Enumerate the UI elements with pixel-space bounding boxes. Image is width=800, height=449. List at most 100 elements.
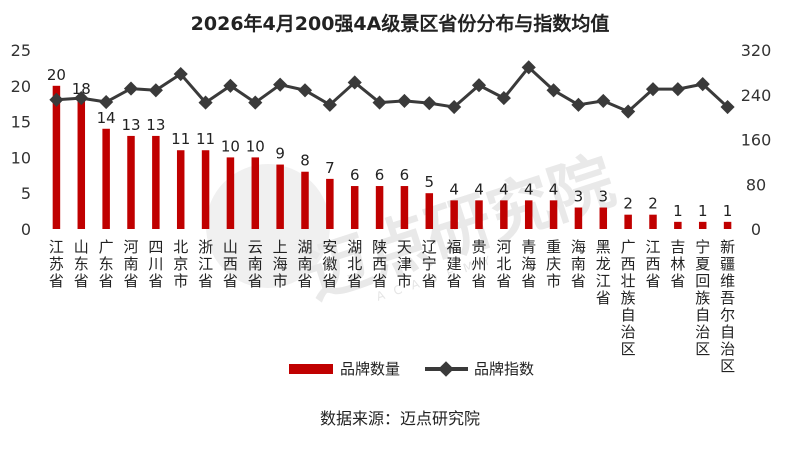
bar (326, 178, 334, 229)
bar (176, 150, 185, 229)
bar-value-label: 13 (146, 116, 165, 134)
category-label: 天津市 (397, 238, 412, 290)
category-label: 吉林省 (670, 238, 685, 290)
bar (450, 200, 458, 229)
bar-value-label: 5 (425, 173, 435, 191)
line-point (496, 91, 511, 106)
category-label: 新疆维吾尔自治区 (720, 238, 735, 375)
line-point (645, 82, 661, 97)
line-point (447, 99, 462, 115)
line-point (546, 83, 561, 98)
bar-value-label: 4 (474, 180, 484, 198)
category-label: 广东省 (99, 238, 114, 290)
left-axis-tick-label: 15 (11, 113, 31, 132)
bar (102, 128, 110, 229)
bar-value-label: 2 (623, 195, 633, 213)
category-label: 贵州省 (471, 238, 486, 290)
legend: 品牌数量 品牌指数 (289, 360, 534, 378)
left-axis-tick-label: 0 (21, 220, 31, 239)
bar (350, 186, 359, 229)
legend-swatch-marker (438, 361, 454, 377)
category-label: 青海省 (521, 238, 536, 290)
bar-value-label: 20 (47, 66, 66, 84)
bar (400, 186, 409, 229)
category-label: 北京市 (173, 238, 188, 290)
bar-value-label: 6 (350, 166, 360, 184)
line-series (49, 60, 735, 119)
line-point (49, 92, 64, 107)
bar (276, 164, 284, 229)
bar-value-label: 1 (698, 202, 708, 220)
line-point (471, 78, 487, 93)
bar-value-label: 8 (300, 152, 310, 170)
category-label: 湖北省 (347, 238, 362, 290)
bar-value-label: 4 (449, 180, 459, 198)
line-path (56, 65, 729, 114)
bar (674, 221, 682, 229)
category-label: 四川省 (148, 238, 163, 290)
bar-value-label: 1 (723, 202, 733, 220)
bar-value-label: 6 (375, 166, 385, 184)
category-label: 海南省 (571, 238, 586, 290)
bar-value-label: 11 (171, 130, 190, 148)
bar (475, 200, 483, 229)
line-point (347, 75, 362, 90)
category-label: 江西省 (645, 238, 660, 290)
bar (226, 157, 235, 229)
bar (152, 135, 160, 229)
category-label: 上海市 (273, 238, 288, 290)
bar (301, 171, 309, 229)
bar-value-label: 11 (196, 130, 215, 148)
bar-value-label: 4 (524, 180, 534, 198)
bar (524, 200, 533, 229)
bar-series (52, 85, 732, 230)
line-point (123, 81, 139, 96)
category-label: 辽宁省 (422, 238, 437, 290)
bar-value-label: 1 (673, 202, 683, 220)
bar-value-label: 14 (97, 109, 116, 127)
left-axis-tick-label: 25 (11, 41, 31, 60)
left-axis-tick-label: 20 (11, 77, 31, 96)
right-axis-tick-label: 240 (741, 86, 772, 105)
left-axis-tick-label: 10 (11, 148, 31, 167)
line-point (571, 97, 586, 112)
bar (500, 200, 508, 229)
category-label: 宁夏回族自治区 (695, 238, 710, 358)
legend-swatch-bar (289, 364, 333, 374)
bar (52, 85, 61, 229)
line-point (297, 83, 313, 98)
category-label: 广西壮族自治区 (621, 238, 636, 358)
bar (649, 214, 657, 229)
line-point (670, 82, 685, 97)
right-axis: 0 80 160 240 320 (741, 41, 772, 239)
category-label: 安徽省 (322, 238, 337, 290)
bar-value-label: 13 (121, 116, 140, 134)
right-axis-tick-label: 0 (751, 220, 761, 239)
bar (723, 221, 732, 229)
category-label: 云南省 (248, 238, 263, 290)
category-label: 湖南省 (297, 238, 312, 290)
category-label: 黑龙江省 (596, 238, 611, 307)
category-label: 河南省 (123, 238, 138, 290)
line-point (397, 93, 412, 108)
bar (624, 214, 632, 229)
line-point (596, 93, 611, 108)
bar (201, 150, 210, 229)
bar (251, 157, 260, 229)
category-label: 山西省 (223, 238, 238, 290)
right-axis-tick-label: 320 (741, 41, 772, 60)
watermark-logo-circle (206, 164, 330, 288)
bar (425, 193, 434, 229)
bar (599, 207, 608, 229)
bar-value-label: 18 (72, 80, 91, 98)
line-point (621, 104, 636, 119)
bar (127, 135, 135, 229)
bar (77, 100, 86, 230)
bar (375, 186, 384, 229)
category-label: 山东省 (74, 238, 89, 290)
category-label: 河北省 (496, 238, 511, 290)
bar-value-label: 4 (549, 180, 559, 198)
bar-value-label: 10 (221, 137, 240, 155)
